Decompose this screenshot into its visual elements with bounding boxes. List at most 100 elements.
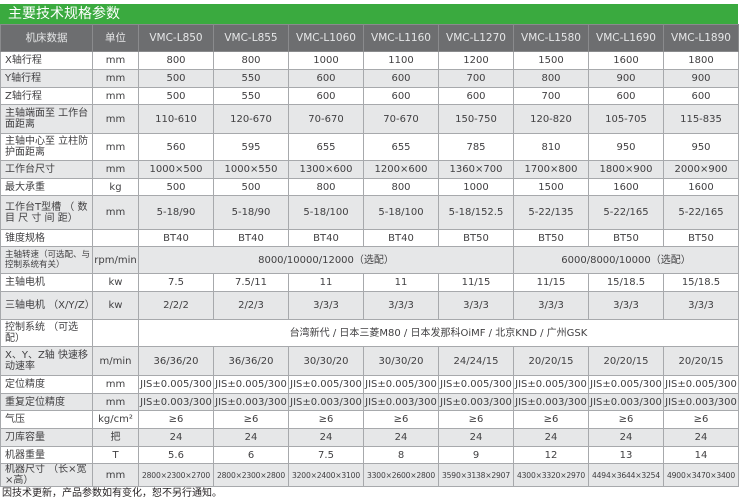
- header-model: VMC-L1270: [438, 24, 514, 52]
- row-value: 24: [213, 428, 289, 447]
- row-value: 70-670: [288, 104, 364, 134]
- row-unit: kg: [92, 178, 139, 196]
- row-value: BT40: [213, 229, 289, 247]
- row-value: JIS±0.005/300: [288, 375, 364, 394]
- header-model: VMC-L1160: [363, 24, 439, 52]
- row-value: 900: [663, 69, 739, 88]
- row-value: JIS±0.003/300: [138, 393, 214, 411]
- header-label: 机床数据: [0, 24, 93, 52]
- row-value: 30/30/20: [288, 346, 364, 376]
- table-row: Z轴行程 mm 500 550 600 600 600 700 600 600: [0, 87, 739, 105]
- table-row: X轴行程 mm 800 800 1000 1100 1200 1500 1600 1800: [0, 51, 739, 70]
- row-value: 20/20/15: [663, 346, 739, 376]
- row-value: 600: [438, 87, 514, 105]
- row-value: BT50: [438, 229, 514, 247]
- table-row: X、Y、Z轴 快速移动速率 m/min 36/36/20 36/36/20 30/30/…: [0, 346, 739, 376]
- row-value: 11: [288, 273, 364, 292]
- row-unit: mm: [92, 69, 139, 88]
- row-value: 13: [588, 446, 664, 464]
- row-value: 5-18/100: [288, 195, 364, 230]
- row-value: JIS±0.005/300: [363, 375, 439, 394]
- row-value: JIS±0.005/300: [663, 375, 739, 394]
- row-value: 1000: [438, 178, 514, 196]
- row-value: 3/3/3: [363, 291, 439, 320]
- row-value: 595: [213, 133, 289, 161]
- row-label: 主轴电机: [0, 273, 93, 292]
- row-value: 24: [138, 428, 214, 447]
- row-value: 6000/8000/10000（选配）: [513, 246, 739, 274]
- row-value: 3/3/3: [438, 291, 514, 320]
- footnote: 因技术更新，产品参数如有变化，恕不另行通知。: [2, 488, 222, 499]
- row-value: 1800×900: [588, 160, 664, 179]
- row-value: 1600: [663, 178, 739, 196]
- row-value: 1300×600: [288, 160, 364, 179]
- row-unit: m/min: [92, 346, 139, 376]
- row-value: 3/3/3: [513, 291, 589, 320]
- row-value: 785: [438, 133, 514, 161]
- row-value: 600: [288, 87, 364, 105]
- row-value: 11/15: [513, 273, 589, 292]
- row-label: X、Y、Z轴 快速移动速率: [0, 346, 93, 376]
- row-value: 600: [588, 87, 664, 105]
- table-row: 气压 kg/cm² ≥6 ≥6 ≥6 ≥6 ≥6 ≥6 ≥6 ≥6: [0, 410, 739, 429]
- header-model: VMC-L855: [213, 24, 289, 52]
- row-value: JIS±0.003/300: [213, 393, 289, 411]
- table-row: 锥度规格 BT40 BT40 BT40 BT40 BT50 BT50 BT50 BT50: [0, 229, 739, 247]
- row-unit: mm: [92, 393, 139, 411]
- row-label: 气压: [0, 410, 93, 429]
- table-row: 工作台T型槽 （ 数 目 尺 寸 间 距） mm 5-18/90 5-18/90 5-1…: [0, 195, 739, 230]
- row-unit: kg/cm²: [92, 410, 139, 429]
- row-value: 600: [363, 87, 439, 105]
- row-value: 3/3/3: [663, 291, 739, 320]
- row-value: 600: [663, 87, 739, 105]
- row-unit: 把: [92, 428, 139, 447]
- row-value: 7.5/11: [213, 273, 289, 292]
- row-value: ≥6: [138, 410, 214, 429]
- row-unit: mm: [92, 463, 139, 487]
- table-row: 最大承重 kg 500 500 800 800 1000 1500 1600 1600: [0, 178, 739, 196]
- row-value: 5-22/165: [663, 195, 739, 230]
- row-value: 2/2/2: [138, 291, 214, 320]
- row-value: 800: [288, 178, 364, 196]
- row-value: 5-18/90: [213, 195, 289, 230]
- row-value: 550: [213, 87, 289, 105]
- row-unit: rpm/min: [92, 246, 139, 274]
- row-value: 1200×600: [363, 160, 439, 179]
- table-row: 主轴中心至 立柱防护面距离 mm 560 595 655 655 785 810 950 950: [0, 133, 739, 161]
- row-value: 24: [588, 428, 664, 447]
- row-value: 120-670: [213, 104, 289, 134]
- row-value: 1360×700: [438, 160, 514, 179]
- row-value: 5-18/90: [138, 195, 214, 230]
- row-value: 4494×3644×3254: [588, 463, 664, 487]
- row-label: 三轴电机 （X/Y/Z）: [0, 291, 93, 320]
- row-value: ≥6: [588, 410, 664, 429]
- row-value: 24: [663, 428, 739, 447]
- row-value: 950: [588, 133, 664, 161]
- row-unit: mm: [92, 51, 139, 70]
- row-value: 1500: [513, 178, 589, 196]
- row-value: 500: [138, 87, 214, 105]
- row-label: 机器尺寸 （长×宽×高）: [0, 463, 93, 487]
- row-value: 7.5: [288, 446, 364, 464]
- row-value: 30/30/20: [363, 346, 439, 376]
- row-value: 15/18.5: [588, 273, 664, 292]
- row-value: 500: [213, 178, 289, 196]
- row-value: 950: [663, 133, 739, 161]
- table-row: 机器重量 T 5.6 6 7.5 8 9 12 13 14: [0, 446, 739, 464]
- table-row: 重复定位精度 mm JIS±0.003/300 JIS±0.003/300 JIS±0.…: [0, 393, 739, 411]
- row-value: 600: [288, 69, 364, 88]
- row-value: 3/3/3: [588, 291, 664, 320]
- row-value: 7.5: [138, 273, 214, 292]
- row-value: 24: [288, 428, 364, 447]
- row-value: 800: [363, 178, 439, 196]
- row-label: Y轴行程: [0, 69, 93, 88]
- row-value: JIS±0.003/300: [513, 393, 589, 411]
- row-unit: T: [92, 446, 139, 464]
- row-label: Z轴行程: [0, 87, 93, 105]
- row-label: 刀库容量: [0, 428, 93, 447]
- spec-table: 机床数据 单位 VMC-L850 VMC-L855 VMC-L1060 VMC-L1160…: [0, 24, 739, 487]
- row-value: 1000×550: [213, 160, 289, 179]
- row-value: 560: [138, 133, 214, 161]
- row-label: X轴行程: [0, 51, 93, 70]
- row-value: BT40: [363, 229, 439, 247]
